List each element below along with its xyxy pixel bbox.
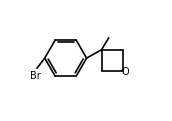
Text: Br: Br <box>30 71 41 81</box>
Text: O: O <box>121 67 129 77</box>
